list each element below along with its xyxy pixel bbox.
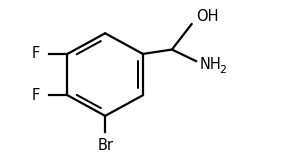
Text: F: F bbox=[32, 88, 40, 103]
Text: F: F bbox=[32, 46, 40, 61]
Text: NH: NH bbox=[199, 57, 221, 72]
Text: OH: OH bbox=[196, 9, 219, 24]
Text: 2: 2 bbox=[219, 65, 226, 75]
Text: Br: Br bbox=[97, 138, 113, 153]
